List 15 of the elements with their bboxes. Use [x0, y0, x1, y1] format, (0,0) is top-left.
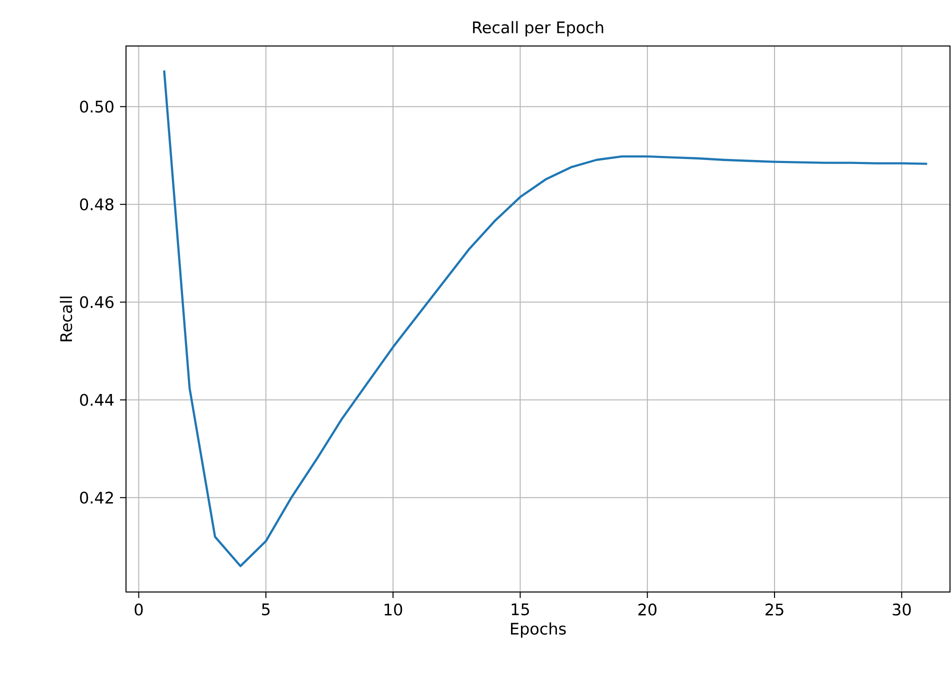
x-tick-label: 20 [638, 604, 656, 616]
x-axis-title: Epochs [511, 622, 566, 638]
x-tick-label: 30 [892, 604, 911, 616]
y-tick-label: 0.46 [80, 296, 114, 308]
x-tick-label: 10 [384, 604, 402, 616]
y-tick-label: 0.42 [80, 492, 113, 504]
y-tick-label: 0.44 [80, 394, 114, 406]
y-tick-label: 0.50 [80, 100, 114, 113]
y-axis-title: Recall [60, 296, 72, 342]
x-tick-label: 15 [512, 603, 529, 616]
x-tick-label: 5 [262, 603, 270, 616]
y-tick-label: 0.48 [80, 198, 114, 210]
chart-title: Recall per Epoch [473, 21, 604, 36]
x-tick-label: 0 [134, 604, 143, 616]
x-tick-label: 25 [766, 604, 784, 616]
